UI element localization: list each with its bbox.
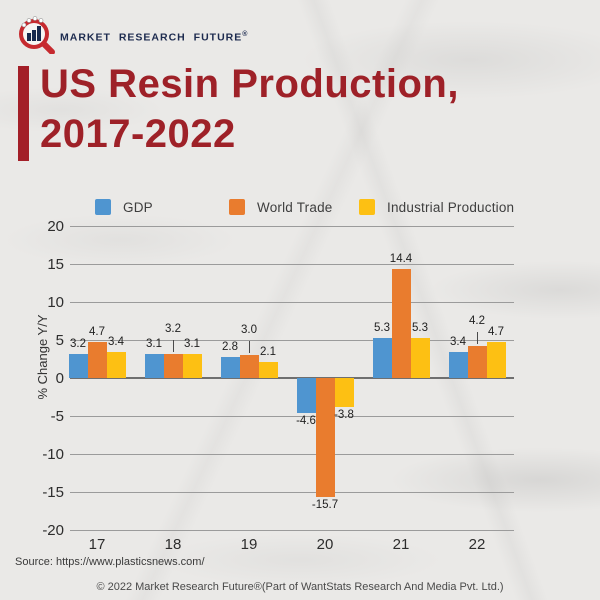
chart-legend: GDP World Trade Industrial Production — [0, 199, 600, 217]
legend-label: World Trade — [257, 199, 333, 215]
bar-gdp — [220, 356, 240, 378]
label-leader-line — [248, 341, 250, 354]
magnifier-chart-icon — [10, 8, 56, 59]
gridline — [70, 416, 514, 417]
bar-gdp — [296, 378, 316, 413]
bar-world-trade — [315, 378, 335, 498]
bar-industrial-production — [410, 337, 430, 378]
bar-value-label: 2.8 — [222, 340, 238, 353]
bar-gdp — [372, 337, 392, 378]
page-title: US Resin Production, 2017-2022 — [40, 59, 580, 159]
zero-axis-line — [70, 377, 514, 379]
legend-swatch — [359, 199, 375, 215]
bar-gdp — [448, 352, 468, 378]
y-tick-label: 20 — [47, 218, 64, 235]
bar-world-trade — [391, 268, 411, 378]
bar-industrial-production — [486, 342, 506, 378]
legend-label: GDP — [123, 199, 153, 215]
title-line-1: US Resin Production, — [40, 62, 459, 106]
x-tick-label: 20 — [316, 536, 334, 553]
brand-logo: MARKET RESEARCH FUTURE® — [10, 8, 248, 59]
bar-world-trade — [163, 353, 183, 378]
legend-swatch — [95, 199, 111, 215]
y-tick-label: 10 — [47, 294, 64, 311]
bar-value-label: 3.4 — [450, 336, 466, 349]
bar-value-label: 4.7 — [89, 326, 105, 339]
y-tick-label: -10 — [42, 446, 64, 463]
bar-value-label: 3.2 — [165, 322, 181, 335]
bar-value-label: -4.6 — [296, 414, 316, 427]
y-tick-label: 0 — [55, 370, 64, 387]
gridline — [70, 530, 514, 531]
gridline — [70, 226, 514, 227]
y-tick-label: -5 — [50, 408, 64, 425]
bar-value-label: 5.3 — [412, 321, 428, 334]
x-tick-label: 21 — [392, 536, 410, 553]
bar-value-label: 3.0 — [241, 324, 257, 337]
legend-item-world-trade: World Trade — [229, 199, 332, 215]
bar-value-label: 3.4 — [108, 336, 124, 349]
y-tick-label: 5 — [55, 332, 64, 349]
bar-value-label: 3.1 — [184, 338, 200, 351]
bar-value-label: 3.2 — [70, 337, 86, 350]
bar-value-label: 4.7 — [488, 326, 504, 339]
gridline — [70, 454, 514, 455]
copyright-note: © 2022 Market Research Future®(Part of W… — [96, 581, 504, 593]
bar-world-trade — [467, 346, 487, 378]
bar-value-label: -3.8 — [334, 408, 354, 421]
registered-mark: ® — [242, 31, 249, 39]
x-tick-label: 17 — [88, 536, 106, 553]
bar-industrial-production — [334, 378, 354, 407]
label-leader-line — [476, 332, 478, 345]
source-note: Source: https://www.plasticsnews.com/ — [15, 556, 205, 568]
gridline — [70, 264, 514, 265]
legend-item-industrial-production: Industrial Production — [359, 199, 514, 215]
bar-gdp — [68, 353, 88, 378]
legend-label: Industrial Production — [387, 199, 515, 215]
bar-value-label: 4.2 — [469, 315, 485, 328]
bar-value-label: 2.1 — [260, 346, 276, 359]
y-tick-label: 15 — [47, 256, 64, 273]
x-tick-label: 22 — [468, 536, 486, 553]
bar-value-label: 5.3 — [374, 321, 390, 334]
title-line-2: 2017-2022 — [40, 112, 236, 156]
x-tick-label: 19 — [240, 536, 258, 553]
gridline — [70, 340, 514, 341]
bar-world-trade — [87, 342, 107, 378]
bar-industrial-production — [182, 354, 202, 378]
title-accent-bar — [18, 66, 29, 161]
y-tick-label: -20 — [42, 522, 64, 539]
x-tick-label: 18 — [164, 536, 182, 553]
legend-item-gdp: GDP — [95, 199, 153, 215]
bar-gdp — [144, 354, 164, 378]
brand-name: MARKET RESEARCH FUTURE® — [60, 31, 249, 44]
bar-value-label: 3.1 — [146, 338, 162, 351]
gridline — [70, 492, 514, 493]
bar-industrial-production — [258, 362, 278, 378]
legend-swatch — [229, 199, 245, 215]
gridline — [70, 302, 514, 303]
bar-world-trade — [239, 355, 259, 378]
label-leader-line — [172, 339, 174, 352]
y-tick-label: -15 — [42, 484, 64, 501]
bar-value-label: -15.7 — [311, 499, 339, 512]
bar-value-label: 14.4 — [389, 252, 413, 265]
bar-industrial-production — [106, 352, 126, 378]
